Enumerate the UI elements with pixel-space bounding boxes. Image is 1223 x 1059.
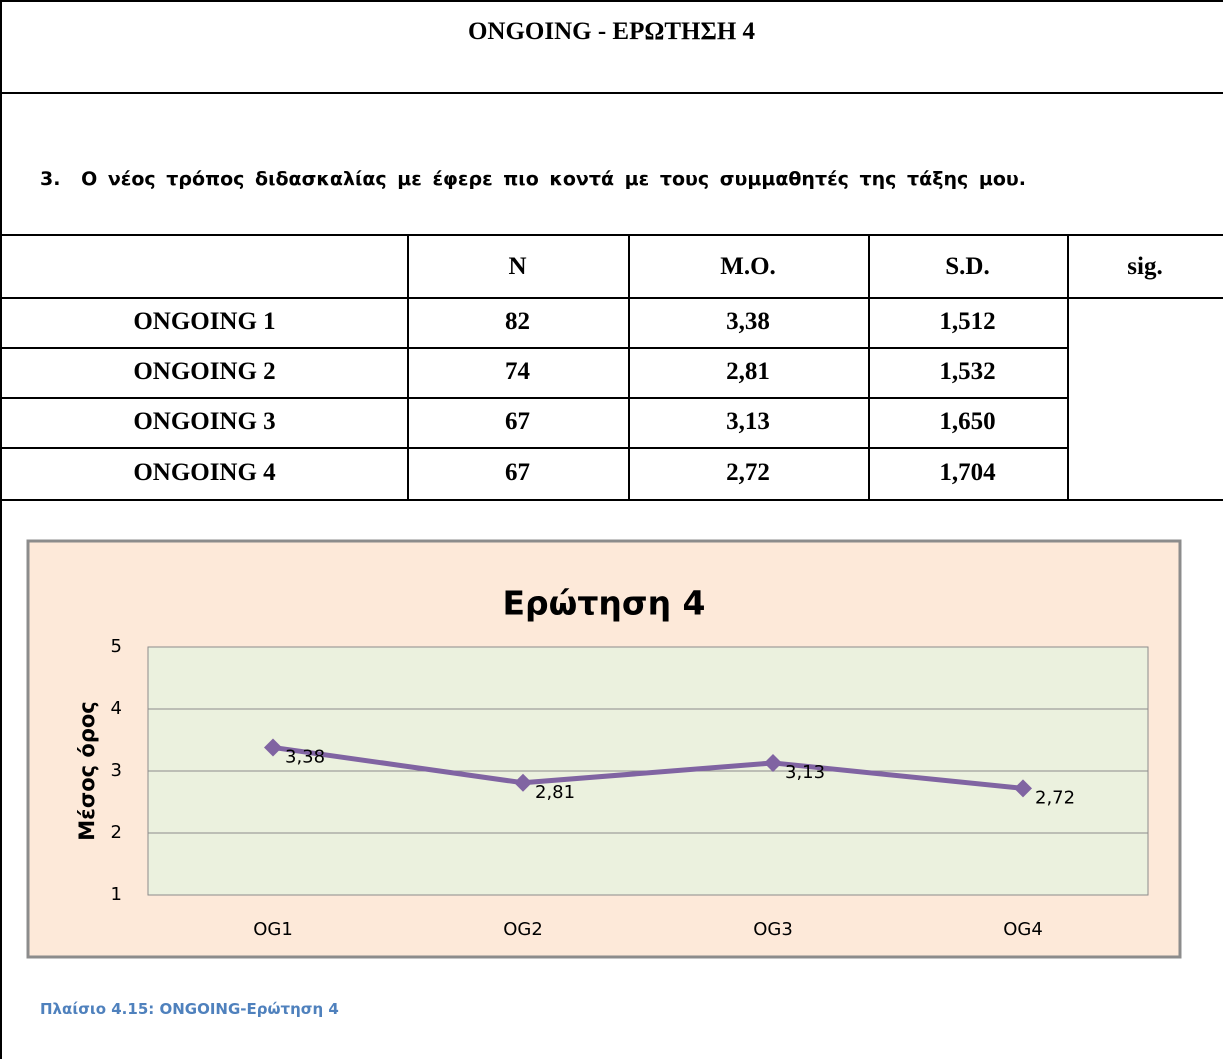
table-cell: 67 [505, 408, 530, 435]
marker [514, 773, 532, 792]
y-tick-label: 3 [111, 760, 122, 781]
column-header: M.O. [720, 252, 776, 280]
marker [764, 753, 782, 772]
table-cell: 74 [505, 358, 530, 385]
x-tick-label: OG1 [253, 919, 293, 940]
chart-title: Ερώτηση 4 [502, 584, 705, 623]
x-tick-label: OG2 [503, 919, 543, 940]
table-cell: 2,81 [726, 358, 770, 385]
border [0, 234, 1223, 236]
column-header: sig. [1127, 252, 1163, 280]
question-text: Ο νέος τρόπος διδασκαλίας με έφερε πιο κ… [81, 168, 1026, 190]
caption: Πλαίσιο 4.15: ONGOING-Ερώτηση 4 [40, 1000, 339, 1018]
table-cell: 1,532 [939, 358, 996, 385]
table-line [628, 236, 630, 499]
data-label: 2,72 [1035, 787, 1075, 808]
table-cell: 1,512 [939, 308, 996, 335]
column-header: S.D. [945, 252, 990, 280]
table-cell: 3,13 [726, 408, 770, 435]
data-label: 3,13 [785, 762, 825, 783]
question: 3. Ο νέος τρόπος διδασκαλίας με έφερε πι… [40, 168, 1026, 190]
marker [264, 738, 282, 757]
row-label: ONGOING 1 [133, 308, 276, 335]
table-line [868, 236, 870, 499]
table-cell: 82 [505, 308, 530, 335]
border [0, 0, 1223, 2]
column-header: N [508, 252, 527, 280]
table-cell: 3,38 [726, 308, 770, 335]
table-line [1067, 297, 1223, 299]
table-line [0, 397, 1067, 399]
table-line [0, 297, 1067, 299]
table-line [0, 347, 1067, 349]
border [0, 92, 1223, 94]
table-cell: 1,650 [939, 408, 996, 435]
y-axis-label: Μέσος όρος [75, 701, 99, 840]
table-cell: 1,704 [939, 459, 996, 486]
y-tick-label: 4 [111, 698, 122, 719]
row-label: ONGOING 4 [133, 459, 276, 486]
x-tick-label: OG4 [1003, 919, 1043, 940]
table-line [407, 236, 409, 499]
y-tick-label: 2 [111, 822, 122, 843]
row-label: ONGOING 3 [133, 408, 276, 435]
row-label: ONGOING 2 [133, 358, 276, 385]
border [0, 0, 2, 1059]
table-line [1067, 236, 1069, 499]
marker [1014, 779, 1032, 798]
border [0, 499, 1223, 501]
question-number: 3. [40, 168, 61, 190]
table-cell: 67 [505, 459, 530, 486]
table-line [0, 447, 1067, 449]
series-line [272, 744, 1024, 791]
y-tick-label: 5 [111, 636, 122, 657]
data-label: 3,38 [285, 746, 325, 767]
table-cell: 2,72 [726, 459, 770, 486]
x-tick-label: OG3 [753, 919, 793, 940]
y-tick-label: 1 [111, 884, 122, 905]
data-label: 2,81 [535, 782, 575, 803]
doc-title: ONGOING - ΕΡΩΤΗΣΗ 4 [467, 18, 756, 45]
